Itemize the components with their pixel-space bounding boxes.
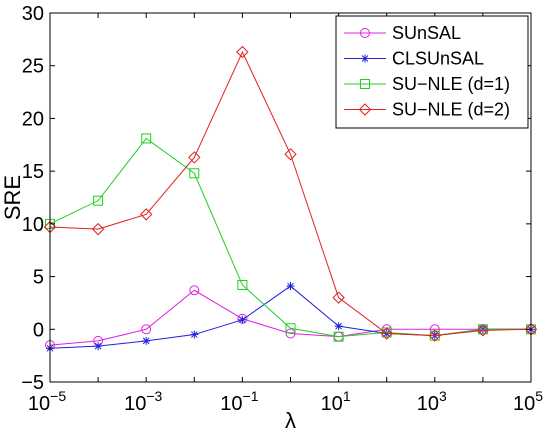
series-4-point — [332, 291, 345, 304]
series-3-point — [333, 331, 344, 342]
series-4-point — [236, 45, 249, 59]
series-3-point — [237, 280, 248, 291]
y-tick-label: −5 — [21, 372, 44, 394]
x-tick-label: 10−1 — [220, 388, 258, 415]
marker-stroke — [190, 331, 198, 338]
legend-swatch-marker — [360, 28, 370, 38]
series-2-point — [142, 336, 151, 345]
series-2-point — [190, 330, 199, 339]
series-3-point — [189, 168, 200, 179]
legend-swatch-marker — [358, 103, 372, 116]
series-4-point — [428, 329, 442, 342]
legend-label: CLSUnSAL — [392, 49, 484, 69]
legend-swatch-marker — [360, 79, 370, 89]
y-tick-label: 5 — [33, 267, 44, 289]
series-2-point — [94, 342, 103, 351]
x-tick-label: 105 — [513, 388, 543, 415]
series-1-point — [285, 328, 296, 339]
series-4-point — [139, 208, 153, 221]
chart-axes-group: −5 0 5 10 15 20 25 30 10−5 10−3 10−1 101 103 105 λ SRE — [0, 3, 543, 433]
series-4-point — [284, 148, 297, 161]
marker-stroke — [287, 282, 294, 290]
series-2-point — [238, 315, 247, 324]
legend-item: CLSUnSAL — [344, 49, 484, 69]
series-3-point — [285, 323, 296, 334]
series-4-point — [188, 151, 201, 164]
legend-item: SU−NLE (d=2) — [344, 100, 510, 120]
series-2-point — [286, 282, 295, 291]
x-tick-label: 103 — [417, 388, 447, 415]
series-3-point — [141, 133, 152, 144]
y-tick-label: 30 — [22, 3, 44, 25]
marker-stroke — [142, 337, 150, 345]
series-1-point — [141, 324, 152, 335]
y-tick-label: 15 — [22, 161, 44, 183]
x-tick-label: 101 — [321, 388, 351, 415]
y-tick-label: 0 — [33, 319, 44, 341]
legend-label: SU−NLE (d=1) — [392, 74, 510, 94]
y-tick-label: 10 — [22, 214, 44, 236]
x-tick-label: 10−3 — [124, 388, 162, 415]
series-4-line — [49, 50, 532, 337]
legend-swatch-marker — [361, 54, 369, 63]
legend-label: SU−NLE (d=2) — [392, 100, 510, 120]
legend-item: SU−NLE (d=1) — [344, 74, 510, 94]
marker-stroke — [239, 316, 246, 324]
series-4-point — [380, 327, 393, 340]
chart-legend: SUnSAL CLSUnSAL SU−NLE (d=1) SU−NLE (d=2) — [335, 15, 529, 129]
marker-stroke — [335, 322, 342, 330]
series-4-point — [476, 324, 490, 337]
y-tick-label: 25 — [22, 56, 44, 78]
legend-label: SUnSAL — [392, 23, 461, 43]
y-axis-label: SRE — [0, 175, 25, 220]
x-axis-label: λ — [285, 408, 296, 433]
chart-marks-group — [43, 45, 538, 353]
legend-item: SUnSAL — [344, 23, 461, 43]
series-3-point — [93, 195, 104, 206]
series-1-point — [189, 285, 200, 296]
series-2-point — [334, 322, 343, 331]
y-tick-label: 20 — [22, 108, 44, 130]
marker-stroke — [94, 342, 102, 350]
marker-stroke — [361, 55, 369, 62]
series-4-point — [91, 222, 105, 236]
series-1-line — [49, 289, 531, 346]
x-tick-label: 10−5 — [28, 388, 66, 415]
